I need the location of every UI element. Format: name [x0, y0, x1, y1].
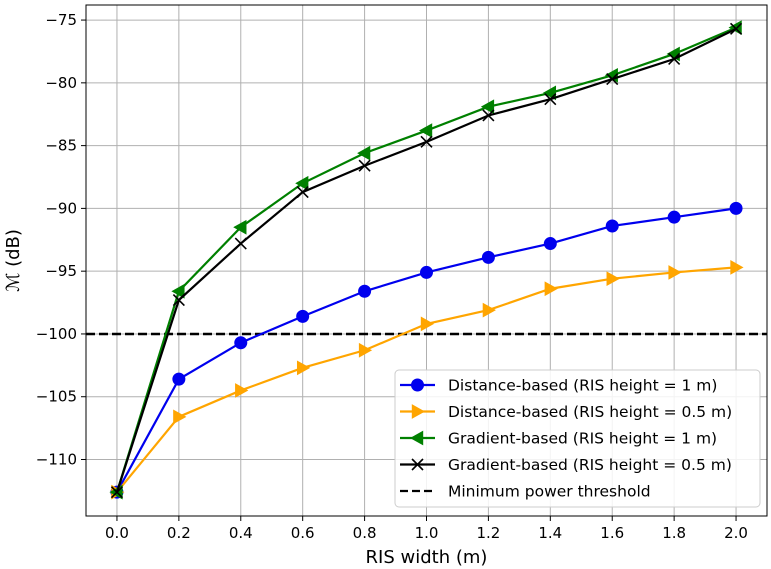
x-marker-stroke [296, 186, 309, 199]
x-tick-label: 0.0 [105, 524, 129, 542]
data-point [482, 302, 496, 318]
legend-item: Distance-based (RIS height = 1 m) [400, 377, 717, 395]
x-marker-stroke [358, 159, 371, 172]
series-3 [109, 20, 742, 500]
x-tick-label: 0.6 [291, 524, 315, 542]
x-tick-label: 0.2 [167, 524, 191, 542]
legend-item: Gradient-based (RIS height = 0.5 m) [400, 456, 732, 474]
y-axis-label: ℳ (dB) [3, 229, 24, 292]
legend-label: Minimum power threshold [448, 483, 651, 501]
data-point [730, 260, 744, 275]
x-tick-label: 1.0 [415, 524, 439, 542]
data-point [544, 93, 557, 106]
legend-marker [411, 378, 424, 392]
data-point [605, 219, 619, 233]
series-2 [111, 260, 744, 500]
data-point [358, 159, 371, 172]
x-tick-label: 1.4 [538, 524, 562, 542]
data-point [358, 284, 372, 298]
y-tick-label: −100 [36, 325, 77, 343]
data-point [296, 309, 310, 323]
legend-label: Gradient-based (RIS height = 1 m) [448, 430, 717, 448]
x-marker-stroke [411, 458, 424, 471]
data-point [358, 342, 373, 358]
data-point [480, 99, 495, 115]
data-point [668, 265, 682, 280]
y-tick-label: −95 [45, 262, 77, 280]
data-point [296, 186, 309, 199]
legend-box [394, 369, 761, 508]
x-axis-ticks: 0.0 0.2 0.4 0.6 0.8 1.0 1.2 1.4 1.6 1.8 2.0 [105, 516, 748, 542]
data-point [110, 486, 124, 499]
data-point [543, 237, 557, 251]
x-tick-label: 2.0 [724, 524, 748, 542]
legend-item: Distance-based (RIS height = 0.5 m) [400, 403, 732, 421]
data-point [235, 383, 249, 398]
x-marker-stroke [606, 73, 619, 86]
x-marker-stroke [234, 237, 247, 250]
y-axis-ticks: −110 −105 −100 −95 −90 −85 −80 −75 [36, 11, 86, 469]
data-point [172, 372, 186, 386]
legend-item: Gradient-based (RIS height = 1 m) [400, 430, 717, 448]
data-point [234, 336, 248, 350]
x-axis-label: RIS width (m) [366, 547, 488, 568]
data-point [420, 135, 433, 148]
data-point [729, 22, 743, 35]
data-point [171, 283, 185, 299]
y-tick-label: −80 [45, 74, 77, 92]
data-point [482, 109, 495, 122]
x-tick-label: 0.4 [229, 524, 253, 542]
x-marker-stroke [110, 486, 124, 499]
x-tick-label: 1.2 [476, 524, 500, 542]
y-tick-label: −110 [36, 451, 77, 469]
data-point [173, 409, 187, 425]
data-point [606, 271, 620, 287]
data-point [668, 52, 681, 66]
x-marker-stroke [729, 22, 743, 35]
x-marker-stroke [420, 135, 433, 148]
legend: Distance-based (RIS height = 1 m) Distanc… [394, 369, 761, 508]
data-point [418, 123, 433, 138]
legend-label: Gradient-based (RIS height = 0.5 m) [448, 456, 732, 474]
x-marker-stroke [668, 52, 681, 66]
series-layer [109, 20, 744, 500]
y-tick-label: −90 [45, 199, 77, 217]
data-point [606, 73, 619, 86]
legend-marker [409, 430, 424, 446]
legend-label: Distance-based (RIS height = 0.5 m) [448, 403, 732, 421]
series-4 [110, 22, 743, 499]
y-tick-label: −85 [45, 137, 77, 155]
data-point [544, 281, 558, 297]
data-point [481, 250, 495, 264]
data-point [233, 219, 247, 235]
legend-item: Minimum power threshold [400, 483, 651, 501]
data-point [296, 360, 311, 376]
legend-marker [411, 404, 426, 419]
x-tick-label: 1.8 [662, 524, 686, 542]
data-point [667, 210, 681, 224]
x-marker-stroke [482, 109, 495, 122]
data-point [420, 316, 435, 332]
y-tick-label: −105 [36, 388, 77, 406]
legend-marker [411, 458, 424, 471]
y-tick-label: −75 [45, 11, 77, 29]
legend-label: Distance-based (RIS height = 1 m) [448, 377, 717, 395]
x-tick-label: 0.8 [353, 524, 377, 542]
data-point [420, 265, 433, 279]
x-marker-stroke [172, 293, 185, 307]
data-point [234, 237, 247, 250]
x-tick-label: 1.6 [600, 524, 624, 542]
data-point [295, 175, 309, 191]
x-marker-stroke [544, 93, 557, 106]
data-point [172, 293, 185, 307]
data-point [357, 145, 371, 161]
data-point [729, 201, 743, 215]
